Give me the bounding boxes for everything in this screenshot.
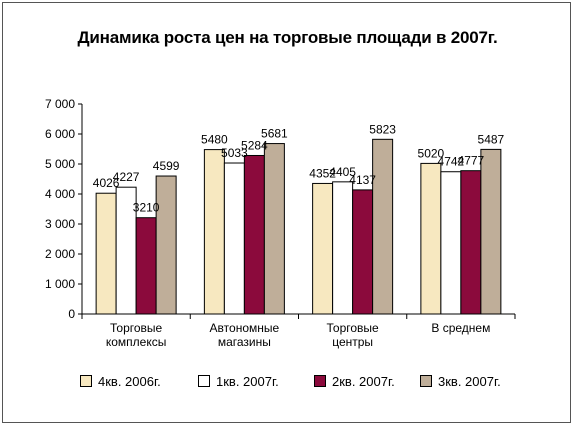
bar xyxy=(332,181,354,315)
bar xyxy=(203,149,225,315)
x-tick-label: Торговые xyxy=(110,321,163,335)
bar xyxy=(480,148,502,315)
bar xyxy=(263,143,285,315)
data-label: 5823 xyxy=(369,122,396,136)
legend-item: 3кв. 2007г. xyxy=(420,371,501,391)
bar xyxy=(372,138,394,315)
legend-item: 1кв. 2007г. xyxy=(198,371,279,391)
bar xyxy=(223,162,245,315)
legend-swatch xyxy=(198,375,210,387)
chart-title: Динамика роста цен на торговые площади в… xyxy=(77,28,498,47)
data-label: 5487 xyxy=(478,132,505,146)
data-label: 4599 xyxy=(153,159,180,173)
bar xyxy=(460,170,482,315)
y-tick-label: 3 000 xyxy=(45,217,75,231)
data-label: 5480 xyxy=(201,133,228,147)
y-tick-label: 1 000 xyxy=(45,277,75,291)
legend: 4кв. 2006г. 1кв. 2007г. 2кв. 2007г. 3кв. 20… xyxy=(0,371,575,391)
legend-label: 1кв. 2007г. xyxy=(216,373,279,389)
data-label: 5020 xyxy=(418,146,445,160)
y-tick-label: 6 000 xyxy=(45,127,75,141)
y-tick-label: 2 000 xyxy=(45,247,75,261)
x-tick-label: центры xyxy=(332,335,373,349)
data-label: 5033 xyxy=(221,146,248,160)
bar xyxy=(440,171,462,315)
data-label: 4227 xyxy=(113,170,140,184)
bar xyxy=(312,182,334,315)
data-label: 4026 xyxy=(93,176,120,190)
x-tick-label: комплексы xyxy=(106,335,167,349)
data-label: 5284 xyxy=(241,138,268,152)
x-tick-label: В среднем xyxy=(431,321,490,335)
bar xyxy=(352,189,374,315)
legend-swatch xyxy=(80,375,92,387)
x-tick-label: Торговые xyxy=(327,321,380,335)
y-tick-label: 5 000 xyxy=(45,157,75,171)
bar xyxy=(243,154,265,315)
y-tick-label: 7 000 xyxy=(45,97,75,111)
bar xyxy=(155,175,177,315)
data-label: 4777 xyxy=(458,154,485,168)
data-label: 4352 xyxy=(309,166,336,180)
legend-item: 2кв. 2007г. xyxy=(314,371,395,391)
bar xyxy=(420,162,442,315)
legend-label: 2кв. 2007г. xyxy=(332,373,395,389)
chart-frame xyxy=(2,2,571,423)
data-label: 5681 xyxy=(261,127,288,141)
legend-item: 4кв. 2006г. xyxy=(80,371,161,391)
legend-label: 3кв. 2007г. xyxy=(438,373,501,389)
y-tick-label: 4 000 xyxy=(45,187,75,201)
x-tick-label: магазины xyxy=(218,335,271,349)
bar xyxy=(95,192,117,315)
legend-swatch xyxy=(314,375,326,387)
data-label: 4742 xyxy=(438,155,465,169)
legend-label: 4кв. 2006г. xyxy=(98,373,161,389)
bar xyxy=(135,217,157,315)
data-label: 4137 xyxy=(349,173,376,187)
data-label: 3210 xyxy=(133,201,160,215)
legend-swatch xyxy=(420,375,432,387)
y-tick-label: 0 xyxy=(68,307,75,321)
data-label: 4405 xyxy=(329,165,356,179)
x-tick-label: Автономные xyxy=(210,321,280,335)
